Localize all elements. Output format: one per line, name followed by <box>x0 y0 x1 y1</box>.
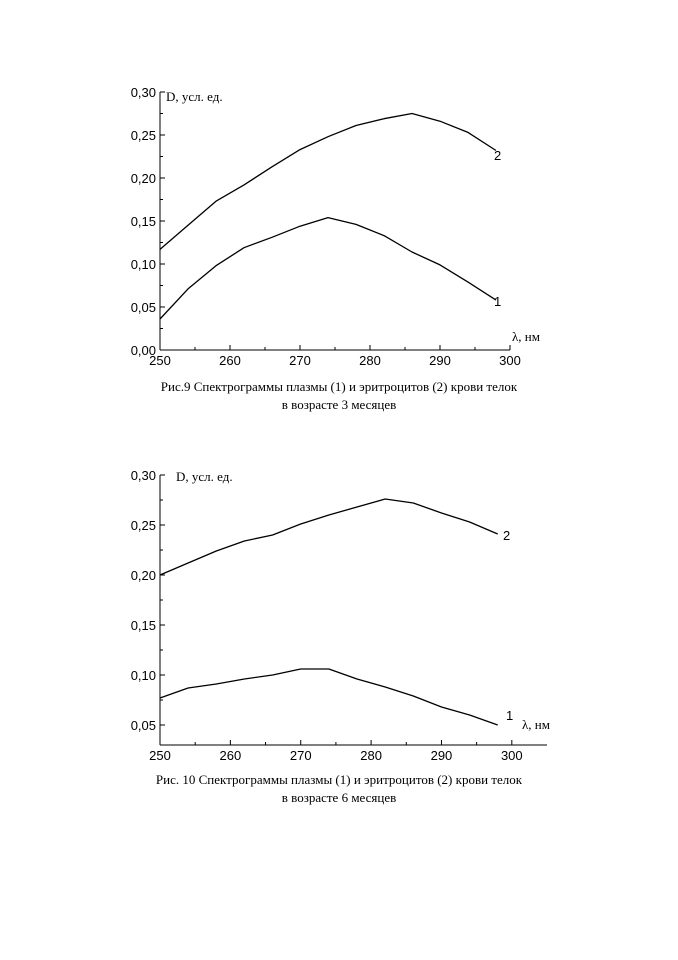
x-tick-label: 270 <box>289 353 311 368</box>
x-tick-label: 260 <box>220 748 242 763</box>
x-axis-label: λ, нм <box>512 329 540 344</box>
series-2-line <box>159 498 498 576</box>
figure-10-chart: 250 260 270 280 290 300 0,05 0,10 0,15 0,20 0,25 0,… <box>131 468 550 763</box>
series-1-line <box>159 216 497 320</box>
y-tick-label: 0,15 <box>131 214 156 229</box>
caption-line: в возрасте 3 месяцев <box>281 397 397 412</box>
x-tick-label: 280 <box>359 353 381 368</box>
y-tick-label: 0,30 <box>131 85 156 100</box>
figure-9-chart: 250 260 270 280 290 300 0,00 0,05 0,10 0,15 0,20 0,… <box>131 85 540 368</box>
series-2-line <box>159 112 497 250</box>
y-tick-label: 0,00 <box>131 343 156 358</box>
x-axis-label: λ, нм <box>522 717 550 732</box>
y-tick-label: 0,25 <box>131 518 156 533</box>
y-tick-label: 0,05 <box>131 718 156 733</box>
y-tick-label: 0,15 <box>131 618 156 633</box>
x-tick-label: 290 <box>429 353 451 368</box>
series-2-label: 2 <box>494 148 501 163</box>
x-tick-label: 250 <box>149 748 171 763</box>
figure-9-caption: Рис.9 Спектрограммы плазмы (1) и эритроц… <box>0 378 678 414</box>
x-tick-label: 270 <box>290 748 312 763</box>
x-tick-label: 300 <box>501 748 523 763</box>
x-tick-label: 250 <box>149 353 171 368</box>
x-tick-label: 260 <box>219 353 241 368</box>
y-axis-label: D, усл. ед. <box>176 469 233 484</box>
y-axis-label: D, усл. ед. <box>166 89 223 104</box>
x-tick-label: 280 <box>360 748 382 763</box>
caption-line: Рис.9 Спектрограммы плазмы (1) и эритроц… <box>160 379 518 394</box>
series-1-line <box>159 668 498 726</box>
x-tick-label: 300 <box>499 353 521 368</box>
series-1-label: 1 <box>494 294 501 309</box>
y-tick-label: 0,30 <box>131 468 156 483</box>
y-tick-label: 0,25 <box>131 128 156 143</box>
series-1-label: 1 <box>506 708 513 723</box>
figure-10-caption: Рис. 10 Спектрограммы плазмы (1) и эритр… <box>0 771 678 807</box>
caption-line: Рис. 10 Спектрограммы плазмы (1) и эритр… <box>155 772 523 787</box>
x-tick-label: 290 <box>431 748 453 763</box>
y-tick-label: 0,20 <box>131 568 156 583</box>
y-tick-label: 0,10 <box>131 668 156 683</box>
y-tick-label: 0,20 <box>131 171 156 186</box>
y-tick-label: 0,05 <box>131 300 156 315</box>
caption-line: в возрасте 6 месяцев <box>281 790 397 805</box>
y-tick-label: 0,10 <box>131 257 156 272</box>
series-2-label: 2 <box>503 528 510 543</box>
